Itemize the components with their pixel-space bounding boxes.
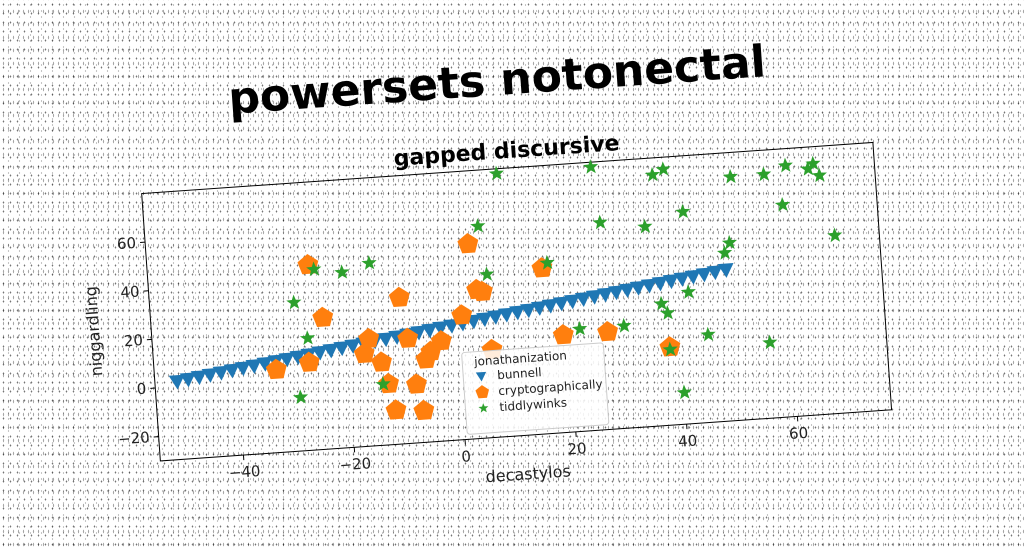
y-axis: −20 0 20 40 60 [104, 233, 159, 448]
x-tick-label: 60 [788, 424, 808, 443]
tiddlywinks-point [592, 214, 608, 229]
tiddlywinks-point [722, 168, 738, 184]
y-tick-label: −20 [117, 428, 150, 448]
cryptographically-point [371, 351, 393, 372]
tiddlywinks-point [777, 157, 793, 173]
x-tick-label: 20 [567, 439, 587, 458]
x-tick-label: 40 [678, 431, 698, 450]
cryptographically-point [413, 399, 435, 420]
cryptographically-point [385, 399, 407, 420]
cryptographically-point [312, 306, 334, 327]
legend: jonathanization bunnellcryptographically… [462, 343, 609, 435]
tiddlywinks-point [717, 244, 733, 259]
tiddlywinks-point [488, 165, 504, 180]
tiddlywinks-point [675, 203, 691, 218]
x-tick-label: 0 [461, 447, 472, 466]
cryptographically-point [597, 320, 619, 341]
tiddlywinks-point [762, 334, 778, 349]
tiddlywinks-point [479, 266, 495, 282]
tiddlywinks-point [827, 227, 843, 242]
cryptographically-point [388, 286, 410, 307]
tiddlywinks-point [300, 330, 316, 345]
tiddlywinks-point [700, 326, 716, 341]
series-bunnell [164, 263, 740, 390]
tiddlywinks-point [334, 264, 350, 279]
tiddlywinks-point [361, 255, 377, 270]
x-axis-label: decastylos [485, 461, 571, 486]
tiddlywinks-point [774, 196, 790, 211]
tiddlywinks-point [470, 218, 486, 233]
tiddlywinks-point [811, 167, 827, 182]
tiddlywinks-point [293, 389, 309, 404]
tiddlywinks-point [286, 294, 302, 309]
x-tick-label: −20 [339, 454, 372, 474]
tiddlywinks-point [756, 166, 772, 182]
tiddlywinks-point [583, 159, 599, 174]
y-tick-label: 20 [123, 331, 143, 350]
bunnell-point [718, 263, 735, 278]
y-tick-label: 0 [136, 380, 147, 399]
tiddlywinks-point [572, 321, 588, 336]
x-tick-label: −40 [228, 462, 261, 482]
cryptographically-point [405, 373, 427, 394]
y-tick-label: 40 [120, 282, 140, 301]
y-tick-label: 60 [116, 234, 136, 253]
cryptographically-point [457, 232, 479, 253]
tiddlywinks-point [676, 384, 692, 399]
y-axis-label: niggardling [81, 286, 106, 377]
tiddlywinks-point [637, 218, 653, 233]
cryptographically-point [552, 323, 574, 344]
tiddlywinks-point [616, 317, 632, 332]
